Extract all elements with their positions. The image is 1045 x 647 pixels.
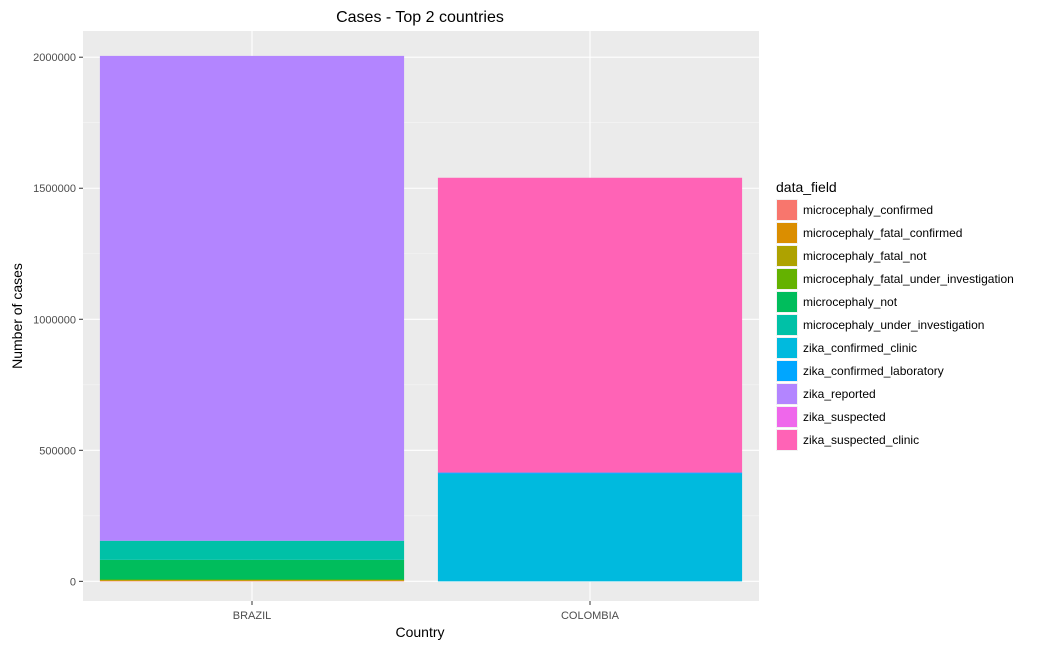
legend-swatch — [777, 407, 797, 427]
x-axis-title: Country — [395, 624, 444, 640]
legend-swatch — [777, 338, 797, 358]
x-axis: BRAZIL COLOMBIA — [233, 601, 620, 622]
y-tick-label: 1000000 — [33, 314, 76, 326]
y-tick-label: 0 — [70, 576, 76, 588]
chart-title: Cases - Top 2 countries — [336, 9, 504, 26]
y-tick-label: 500000 — [39, 445, 76, 457]
legend-label: zika_confirmed_laboratory — [803, 364, 944, 378]
legend-label: microcephaly_fatal_confirmed — [803, 226, 962, 240]
legend-swatch — [777, 384, 797, 404]
x-tick-label: BRAZIL — [233, 610, 272, 622]
legend-title: data_field — [776, 179, 837, 195]
y-axis: 0 500000 1000000 1500000 2000000 — [33, 52, 83, 588]
legend-swatch — [777, 361, 797, 381]
legend-label: microcephaly_fatal_under_investigation — [803, 272, 1014, 286]
bar-segment — [99, 579, 405, 581]
legend-label: microcephaly_under_investigation — [803, 318, 984, 332]
legend-swatch — [777, 292, 797, 312]
bar-segment — [99, 580, 405, 581]
legend-label: zika_confirmed_clinic — [803, 341, 917, 355]
y-tick-label: 1500000 — [33, 183, 76, 195]
legend-label: microcephaly_fatal_not — [803, 249, 927, 263]
y-tick-label: 2000000 — [33, 52, 76, 64]
bar-segment — [99, 540, 405, 560]
bar-segment — [437, 473, 743, 582]
legend-swatch — [777, 315, 797, 335]
y-axis-title: Number of cases — [9, 263, 25, 369]
legend-label: zika_suspected_clinic — [803, 433, 919, 447]
bar-segment — [99, 559, 405, 580]
legend-swatch — [777, 269, 797, 289]
bar-segment — [99, 580, 405, 582]
legend-label: zika_suspected — [803, 410, 886, 424]
legend-label: microcephaly_not — [803, 295, 898, 309]
legend-label: microcephaly_confirmed — [803, 203, 933, 217]
legend-label: zika_reported — [803, 387, 876, 401]
bars — [99, 55, 743, 582]
legend-swatch — [777, 223, 797, 243]
legend-swatch — [777, 246, 797, 266]
x-tick-label: COLOMBIA — [561, 610, 620, 622]
legend-swatch — [777, 430, 797, 450]
bar-segment — [99, 55, 405, 541]
bar-segment — [99, 580, 405, 582]
bar-segment — [437, 472, 743, 474]
bar-segment — [437, 177, 743, 473]
legend-swatch — [777, 200, 797, 220]
legend: data_field microcephaly_confirmedmicroce… — [776, 179, 1014, 451]
